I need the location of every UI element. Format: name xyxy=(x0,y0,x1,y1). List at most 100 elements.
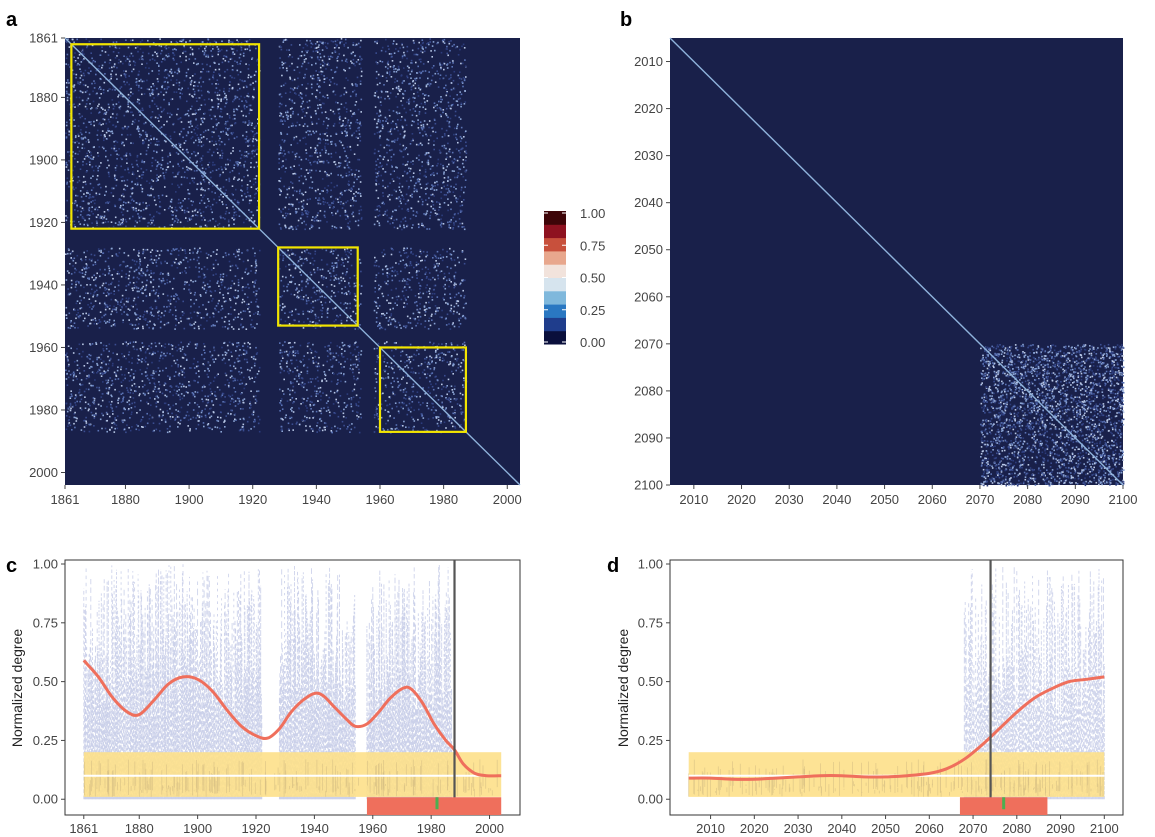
a-cell xyxy=(301,258,303,260)
a-cell xyxy=(189,82,192,84)
a-cell xyxy=(85,126,88,128)
a-cell xyxy=(314,110,317,112)
a-cell xyxy=(76,216,79,218)
a-cell xyxy=(193,62,195,64)
a-cell xyxy=(247,341,249,344)
a-cell xyxy=(114,286,116,288)
a-cell xyxy=(179,419,182,422)
a-cell xyxy=(329,300,332,302)
a-cell xyxy=(228,41,230,44)
a-cell xyxy=(244,80,246,82)
a-cell xyxy=(65,378,68,380)
a-cell xyxy=(187,169,190,172)
a-cell xyxy=(326,191,328,194)
a-cell xyxy=(101,427,103,430)
a-cell xyxy=(142,173,144,176)
a-cell xyxy=(122,321,124,324)
a-cell xyxy=(340,103,343,105)
a-cell xyxy=(166,112,169,115)
a-cell xyxy=(190,305,192,308)
a-cell xyxy=(138,429,140,431)
a-cell xyxy=(69,292,72,295)
a-cell xyxy=(177,365,179,368)
a-cell xyxy=(127,167,129,170)
a-cell xyxy=(131,362,133,364)
a-cell xyxy=(179,40,181,42)
a-cell xyxy=(248,287,250,289)
a-cell xyxy=(301,192,303,195)
a-cell xyxy=(237,63,239,65)
a-cell xyxy=(209,280,211,282)
a-cell xyxy=(104,194,106,196)
a-cell xyxy=(92,318,94,321)
a-cell xyxy=(158,422,161,425)
a-cell xyxy=(96,295,98,297)
a-cell xyxy=(93,120,95,123)
a-cell xyxy=(209,41,211,44)
a-cell xyxy=(125,300,128,303)
a-cell xyxy=(91,276,93,279)
a-cell xyxy=(246,191,249,194)
a-cell xyxy=(111,379,113,382)
a-cell xyxy=(178,117,181,120)
a-cell xyxy=(134,225,136,228)
a-cell xyxy=(249,180,251,182)
a-cell xyxy=(83,147,86,150)
a-cell xyxy=(107,393,110,395)
a-cell xyxy=(81,59,84,61)
a-cell xyxy=(106,291,109,294)
a-cell xyxy=(360,39,362,42)
a-cell xyxy=(73,416,76,419)
a-cell xyxy=(98,327,101,329)
a-cell xyxy=(335,306,337,309)
a-cell xyxy=(180,130,183,133)
a-cell xyxy=(313,291,316,294)
a-cell xyxy=(176,359,179,361)
a-cell xyxy=(180,341,182,344)
a-cell xyxy=(237,161,239,163)
a-cell xyxy=(333,82,336,85)
a-cell xyxy=(146,412,148,415)
a-cell xyxy=(107,202,109,204)
a-cell xyxy=(214,376,216,379)
a-cell xyxy=(345,189,348,191)
a-cell xyxy=(180,176,183,178)
a-cell xyxy=(197,312,200,314)
a-cell xyxy=(134,118,137,121)
a-cell xyxy=(104,61,106,64)
a-cell xyxy=(250,186,253,188)
a-cell xyxy=(160,110,163,113)
a-cell xyxy=(255,259,257,261)
a-cell xyxy=(118,221,120,223)
a-cell xyxy=(221,359,224,361)
a-cell xyxy=(283,119,286,121)
a-cell xyxy=(233,214,235,217)
a-cell xyxy=(339,118,341,121)
a-cell xyxy=(84,69,87,72)
a-cell xyxy=(353,132,355,134)
a-cell xyxy=(87,403,90,405)
a-cell xyxy=(72,151,74,153)
a-cell xyxy=(81,272,84,274)
a-cell xyxy=(129,392,132,394)
a-cell xyxy=(193,247,196,250)
a-cell xyxy=(191,210,194,213)
a-cell xyxy=(289,213,292,215)
a-cell xyxy=(96,362,98,365)
a-cell xyxy=(107,159,109,162)
a-cell xyxy=(65,41,68,43)
a-cell xyxy=(189,418,192,420)
a-cell xyxy=(346,121,349,124)
a-cell xyxy=(318,227,321,229)
a-cell xyxy=(288,196,291,199)
a-cell xyxy=(140,184,142,186)
a-cell xyxy=(153,323,155,325)
a-cell xyxy=(169,353,171,355)
a-cell xyxy=(222,217,225,219)
a-cell xyxy=(186,151,188,153)
a-cell xyxy=(216,94,219,97)
a-cell xyxy=(280,48,283,51)
a-cell xyxy=(132,171,134,174)
a-cell xyxy=(178,198,180,201)
a-cell xyxy=(216,97,219,100)
